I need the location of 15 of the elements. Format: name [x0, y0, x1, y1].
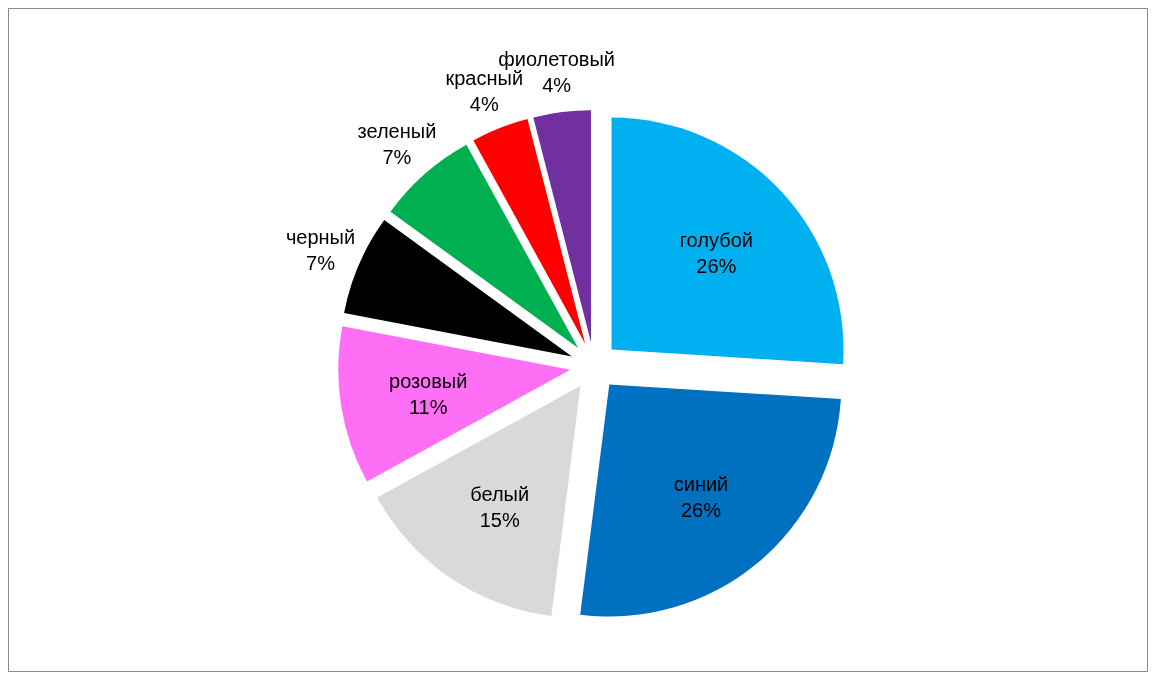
data-label: 15%	[479, 508, 520, 531]
data-label: 7%	[382, 146, 412, 169]
data-label: 7%	[306, 251, 336, 274]
data-label: 26%	[680, 499, 722, 522]
slice-label: белый	[470, 482, 530, 505]
data-label: 11%	[408, 396, 448, 419]
slice-label: зеленый	[357, 120, 437, 143]
slice-label: синий	[673, 473, 729, 496]
slice-label: черный	[285, 225, 356, 248]
data-label: 4%	[542, 74, 572, 97]
data-label: 4%	[469, 92, 499, 115]
slice-label: розовый	[389, 370, 468, 393]
slice-label: голубой	[679, 229, 753, 252]
slice-label: фиолетовый	[498, 48, 615, 71]
data-label: 26%	[696, 255, 737, 278]
